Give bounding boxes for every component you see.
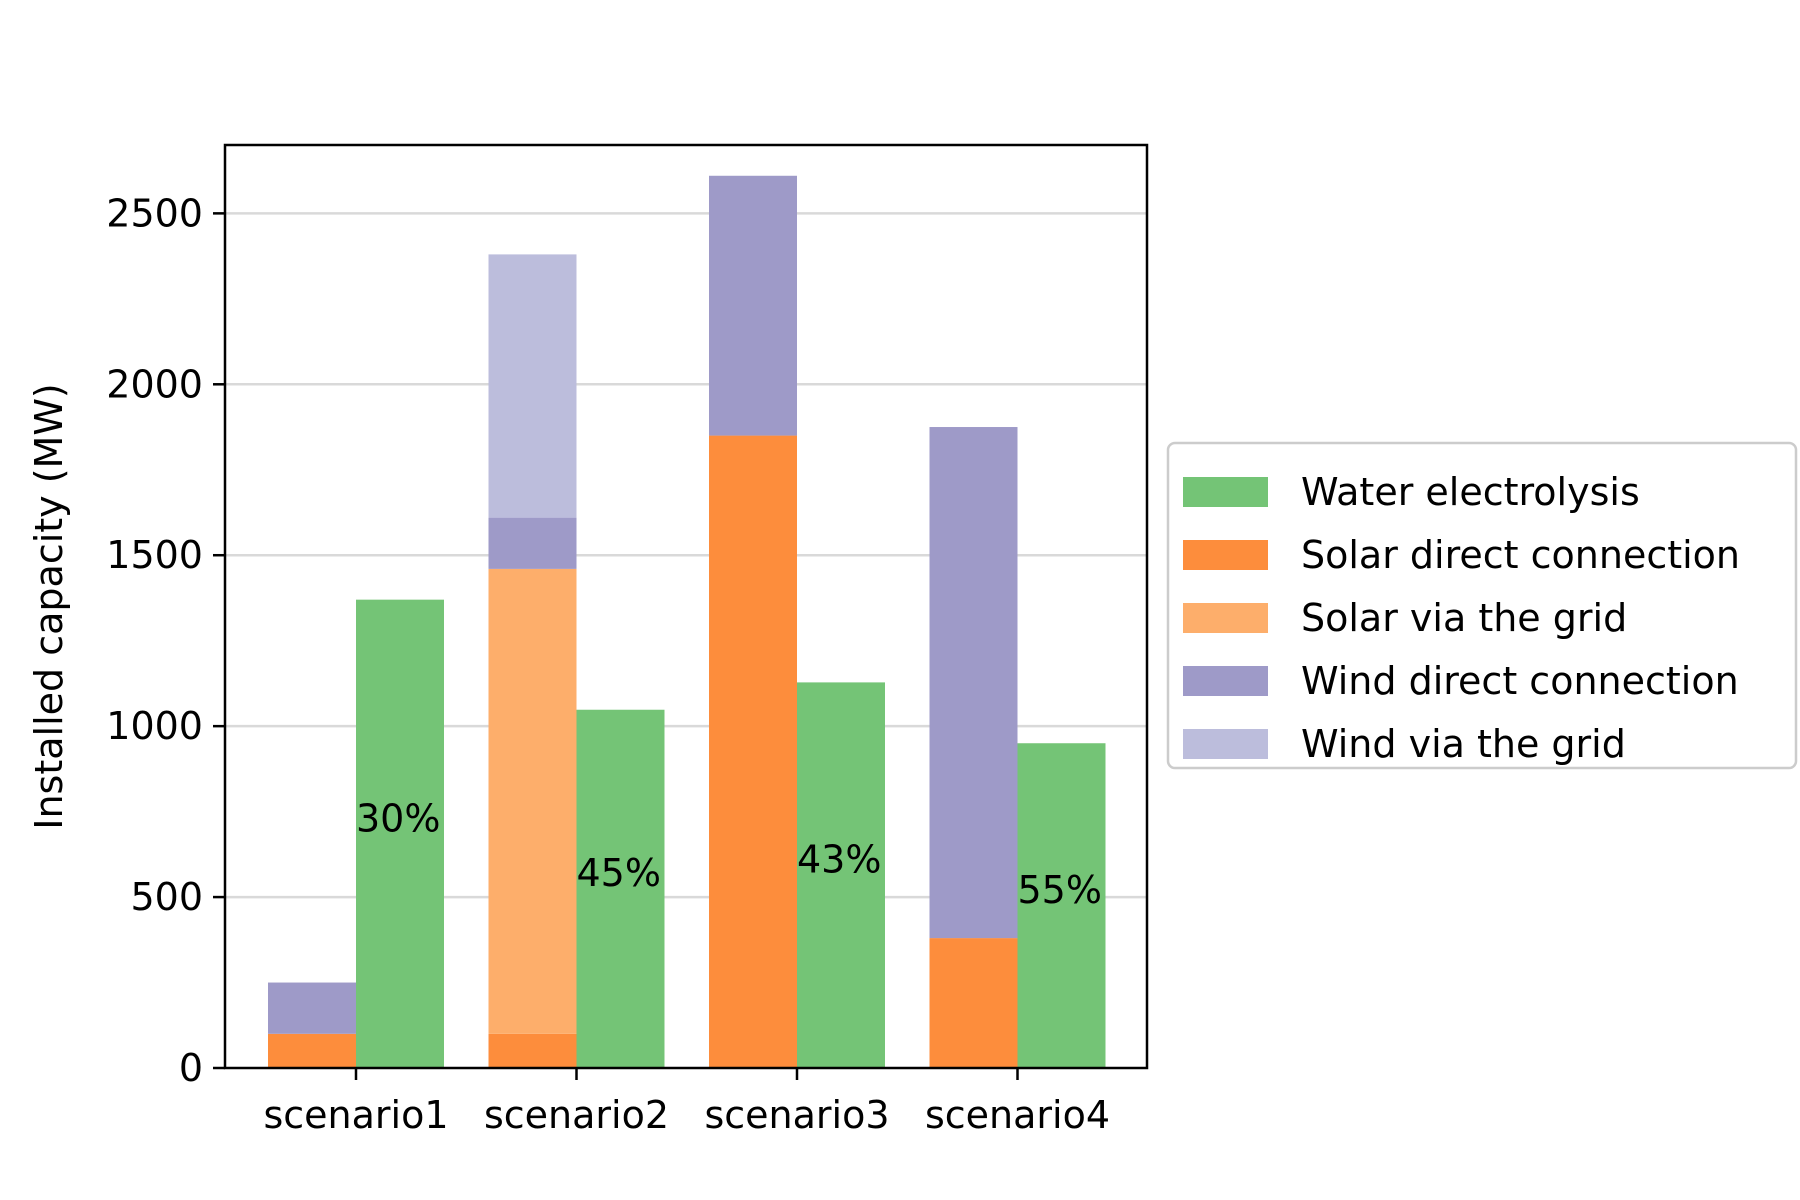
legend-label-solar-via-the-grid: Solar via the grid xyxy=(1301,596,1627,640)
bar-scenario1-wind-direct-connection xyxy=(268,982,356,1034)
x-tick-label-scenario1: scenario1 xyxy=(263,1093,448,1137)
legend-label-solar-direct-connection: Solar direct connection xyxy=(1301,533,1740,577)
data-label-scenario4: 55% xyxy=(1018,868,1102,912)
bar-scenario4-solar-direct-connection xyxy=(929,938,1018,1068)
bar-scenario2-solar-via-the-grid xyxy=(488,568,577,1034)
y-tick-label-2000: 2000 xyxy=(106,362,203,406)
x-tick-label-scenario2: scenario2 xyxy=(484,1093,669,1137)
x-tick-label-scenario4: scenario4 xyxy=(925,1093,1110,1137)
legend-label-wind-via-the-grid: Wind via the grid xyxy=(1301,722,1626,766)
y-axis-label: Installed capacity (MW) xyxy=(27,383,71,829)
bar-scenario1-water-electrolysis xyxy=(356,599,444,1068)
data-label-scenario1: 30% xyxy=(356,796,440,840)
bar-scenario1-solar-direct-connection xyxy=(268,1033,356,1068)
y-tick-label-2500: 2500 xyxy=(106,191,203,235)
legend-label-wind-direct-connection: Wind direct connection xyxy=(1301,659,1739,703)
legend: Water electrolysis Solar direct connectio… xyxy=(1166,441,1798,770)
y-axis: 0 500 1000 1500 2000 2500 xyxy=(106,191,225,1090)
legend-swatch-water-electrolysis xyxy=(1183,477,1268,507)
y-tick-label-1500: 1500 xyxy=(106,533,203,577)
bar-scenario4-wind-direct-connection xyxy=(929,427,1018,939)
y-tick-label-1000: 1000 xyxy=(106,704,203,748)
plot-frame xyxy=(223,143,1149,1070)
bar-scenario2-solar-direct-connection xyxy=(488,1033,577,1068)
bar-scenario3-wind-direct-connection xyxy=(709,175,797,436)
legend-swatch-wind-direct-connection xyxy=(1183,666,1268,696)
data-label-scenario2: 45% xyxy=(577,851,661,895)
legend-swatch-solar-direct-connection xyxy=(1183,540,1268,570)
bar-scenario3-solar-direct-connection xyxy=(709,435,797,1068)
data-labels: 30% 45% 43% 55% xyxy=(356,796,1102,912)
x-tick-label-scenario3: scenario3 xyxy=(704,1093,889,1137)
bar-scenario2-wind-via-the-grid xyxy=(488,254,577,518)
legend-swatch-solar-via-the-grid xyxy=(1183,603,1268,633)
data-label-scenario3: 43% xyxy=(797,837,881,881)
bar-scenario3-water-electrolysis xyxy=(797,682,885,1068)
bar-scenario4-water-electrolysis xyxy=(1017,743,1106,1068)
legend-label-water-electrolysis: Water electrolysis xyxy=(1301,470,1640,514)
bars xyxy=(268,175,1106,1068)
bar-scenario2-wind-direct-connection xyxy=(488,517,577,569)
bar-scenario2-water-electrolysis xyxy=(576,709,665,1068)
y-tick-label-0: 0 xyxy=(179,1046,203,1090)
legend-box xyxy=(1166,441,1798,770)
legend-swatch-wind-via-the-grid xyxy=(1183,729,1268,759)
y-tick-label-500: 500 xyxy=(130,875,203,919)
x-axis: scenario1 scenario2 scenario3 scenario4 xyxy=(263,1068,1110,1137)
